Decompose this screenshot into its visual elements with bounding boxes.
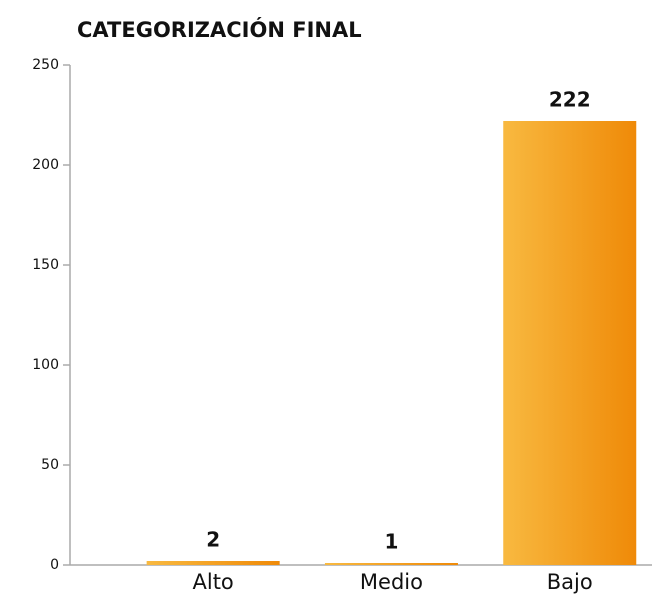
y-tick-label: 0: [50, 557, 59, 573]
y-tick-label: 200: [32, 157, 59, 173]
chart-title: CATEGORIZACIÓN FINAL: [77, 17, 362, 42]
y-tick-label: 150: [32, 257, 59, 273]
bar: [146, 561, 280, 565]
value-label: 1: [384, 530, 398, 554]
x-tick-label: Bajo: [547, 570, 593, 594]
y-tick-label: 250: [32, 57, 59, 73]
bar: [324, 563, 458, 565]
x-tick-label: Alto: [193, 570, 234, 594]
x-tick-label: Medio: [360, 570, 423, 594]
value-label: 222: [549, 88, 591, 112]
y-tick-label: 50: [41, 457, 59, 473]
value-label: 2: [206, 528, 220, 552]
bar: [503, 121, 637, 565]
y-tick-label: 100: [32, 357, 59, 373]
